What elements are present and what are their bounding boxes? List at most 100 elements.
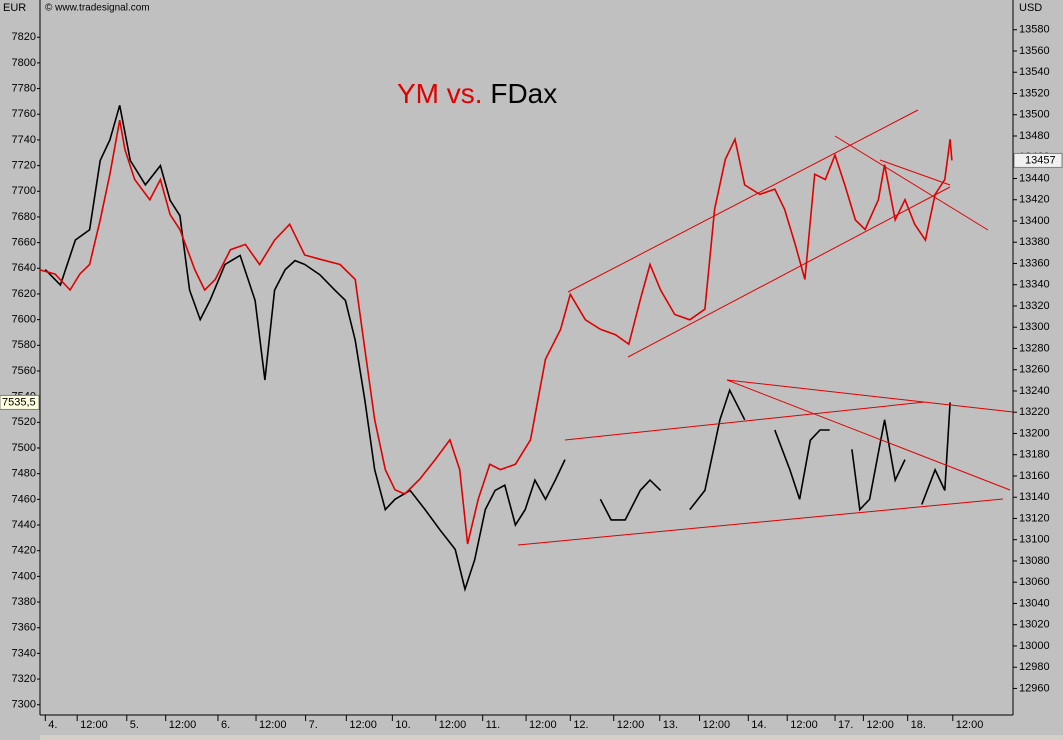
y-tick-label: 7700	[12, 185, 36, 197]
y2-tick-label: 13040	[1019, 597, 1050, 609]
x-tick-label: 7.	[309, 719, 318, 731]
y-tick-label: 7580	[12, 339, 36, 351]
x-tick-label: 12:00	[956, 719, 984, 731]
y-tick-label: 7640	[12, 262, 36, 274]
y2-tick-label: 13300	[1019, 321, 1050, 333]
y2-tick-label: 13320	[1019, 300, 1050, 312]
x-tick-label: 18.	[911, 719, 926, 731]
price-tag-label: 13457	[1025, 154, 1056, 166]
y-tick-label: 7560	[12, 365, 36, 377]
y-tick-label: 7680	[12, 211, 36, 223]
y-tick-label: 7760	[12, 108, 36, 120]
y2-tick-label: 13500	[1019, 109, 1050, 121]
y2-tick-label: 13560	[1019, 45, 1050, 57]
y2-tick-label: 13540	[1019, 66, 1050, 78]
trendline	[627, 186, 951, 358]
y2-tick-label: 13220	[1019, 406, 1050, 418]
y-tick-label: 7740	[12, 134, 36, 146]
y2-tick-label: 13380	[1019, 236, 1050, 248]
x-tick-label: 13.	[663, 719, 678, 731]
y2-tick-label: 13360	[1019, 257, 1050, 269]
x-tick-label: 10.	[395, 719, 410, 731]
price-tag-label: 7535,5	[2, 396, 36, 408]
trendlines	[517, 109, 1014, 546]
trendline	[517, 498, 1004, 546]
x-tick-label: 12:00	[169, 719, 197, 731]
y-tick-label: 7820	[12, 31, 36, 43]
series-line	[44, 105, 951, 593]
y2-tick-label: 13000	[1019, 640, 1050, 652]
trendline	[564, 401, 926, 441]
y-tick-label: 7720	[12, 159, 36, 171]
copyright: © www.tradesignal.com	[45, 3, 150, 14]
y2-tick-label: 13520	[1019, 87, 1050, 99]
x-tick-label: 14.	[751, 719, 766, 731]
y2-tick-label: 13120	[1019, 512, 1050, 524]
y-tick-label: 7440	[12, 519, 36, 531]
trendline	[834, 135, 989, 231]
trendline	[879, 159, 951, 186]
trendline	[567, 109, 919, 293]
y2-tick-label: 13100	[1019, 534, 1050, 546]
y-tick-label: 7400	[12, 570, 36, 582]
x-tick-label: 12:00	[439, 719, 467, 731]
x-tick-label: 12:00	[529, 719, 557, 731]
y2-tick-label: 13060	[1019, 576, 1050, 588]
y-tick-label: 7780	[12, 82, 36, 94]
trendline	[726, 379, 1011, 491]
x-tick-label: 12:00	[617, 719, 645, 731]
y2-tick-label: 13180	[1019, 449, 1050, 461]
y-tick-label: 7460	[12, 493, 36, 505]
x-tick-label: 12:00	[349, 719, 377, 731]
x-tick-label: 17.	[838, 719, 853, 731]
y-tick-label: 7600	[12, 314, 36, 326]
x-tick-label: 12.	[573, 719, 588, 731]
series-layer	[39, 105, 953, 593]
x-tick-label: 11.	[486, 719, 500, 731]
y-tick-label: 7320	[12, 673, 36, 685]
y2-tick-label: 13280	[1019, 342, 1050, 354]
x-tick-label: 12:00	[259, 719, 287, 731]
trendline	[726, 379, 1014, 413]
y2-tick-label: 13240	[1019, 385, 1050, 397]
y2-tick-label: 12960	[1019, 682, 1050, 694]
y-tick-label: 7360	[12, 622, 36, 634]
y-tick-label: 7340	[12, 647, 36, 659]
y2-tick-label: 13440	[1019, 172, 1050, 184]
y-tick-label: 7660	[12, 237, 36, 249]
y2-tick-label: 13400	[1019, 215, 1050, 227]
y2-tick-label: 13480	[1019, 130, 1050, 142]
x-tick-label: 12:00	[80, 719, 108, 731]
y-tick-label: 7500	[12, 442, 36, 454]
y2-tick-label: 13200	[1019, 427, 1050, 439]
y-tick-label: 7800	[12, 57, 36, 69]
title-series-a: YM	[397, 78, 439, 109]
x-tick-label: 12:00	[866, 719, 894, 731]
y2-tick-label: 13260	[1019, 364, 1050, 376]
y-tick-label: 7480	[12, 468, 36, 480]
right-axis-label: USD	[1019, 2, 1042, 14]
x-tick-label: 12:00	[703, 719, 731, 731]
scroll-strip	[40, 735, 1063, 740]
title-connector: vs.	[447, 78, 483, 109]
series-line	[39, 119, 953, 545]
y2-tick-label: 12980	[1019, 661, 1050, 673]
y-tick-label: 7420	[12, 545, 36, 557]
y-tick-label: 7300	[12, 699, 36, 711]
price-tag	[1013, 152, 1063, 168]
title-series-b: FDax	[490, 78, 557, 109]
y-tick-label: 7380	[12, 596, 36, 608]
x-tick-label: 5.	[130, 719, 139, 731]
left-axis-label: EUR	[3, 2, 26, 14]
y2-tick-label: 13340	[1019, 279, 1050, 291]
y2-tick-label: 13160	[1019, 470, 1050, 482]
y2-tick-label: 13020	[1019, 619, 1050, 631]
price-tag	[0, 394, 40, 410]
x-tick-label: 4.	[48, 719, 57, 731]
y2-tick-label: 13140	[1019, 491, 1050, 503]
y2-tick-label: 13080	[1019, 555, 1050, 567]
x-tick-label: 6.	[221, 719, 230, 731]
